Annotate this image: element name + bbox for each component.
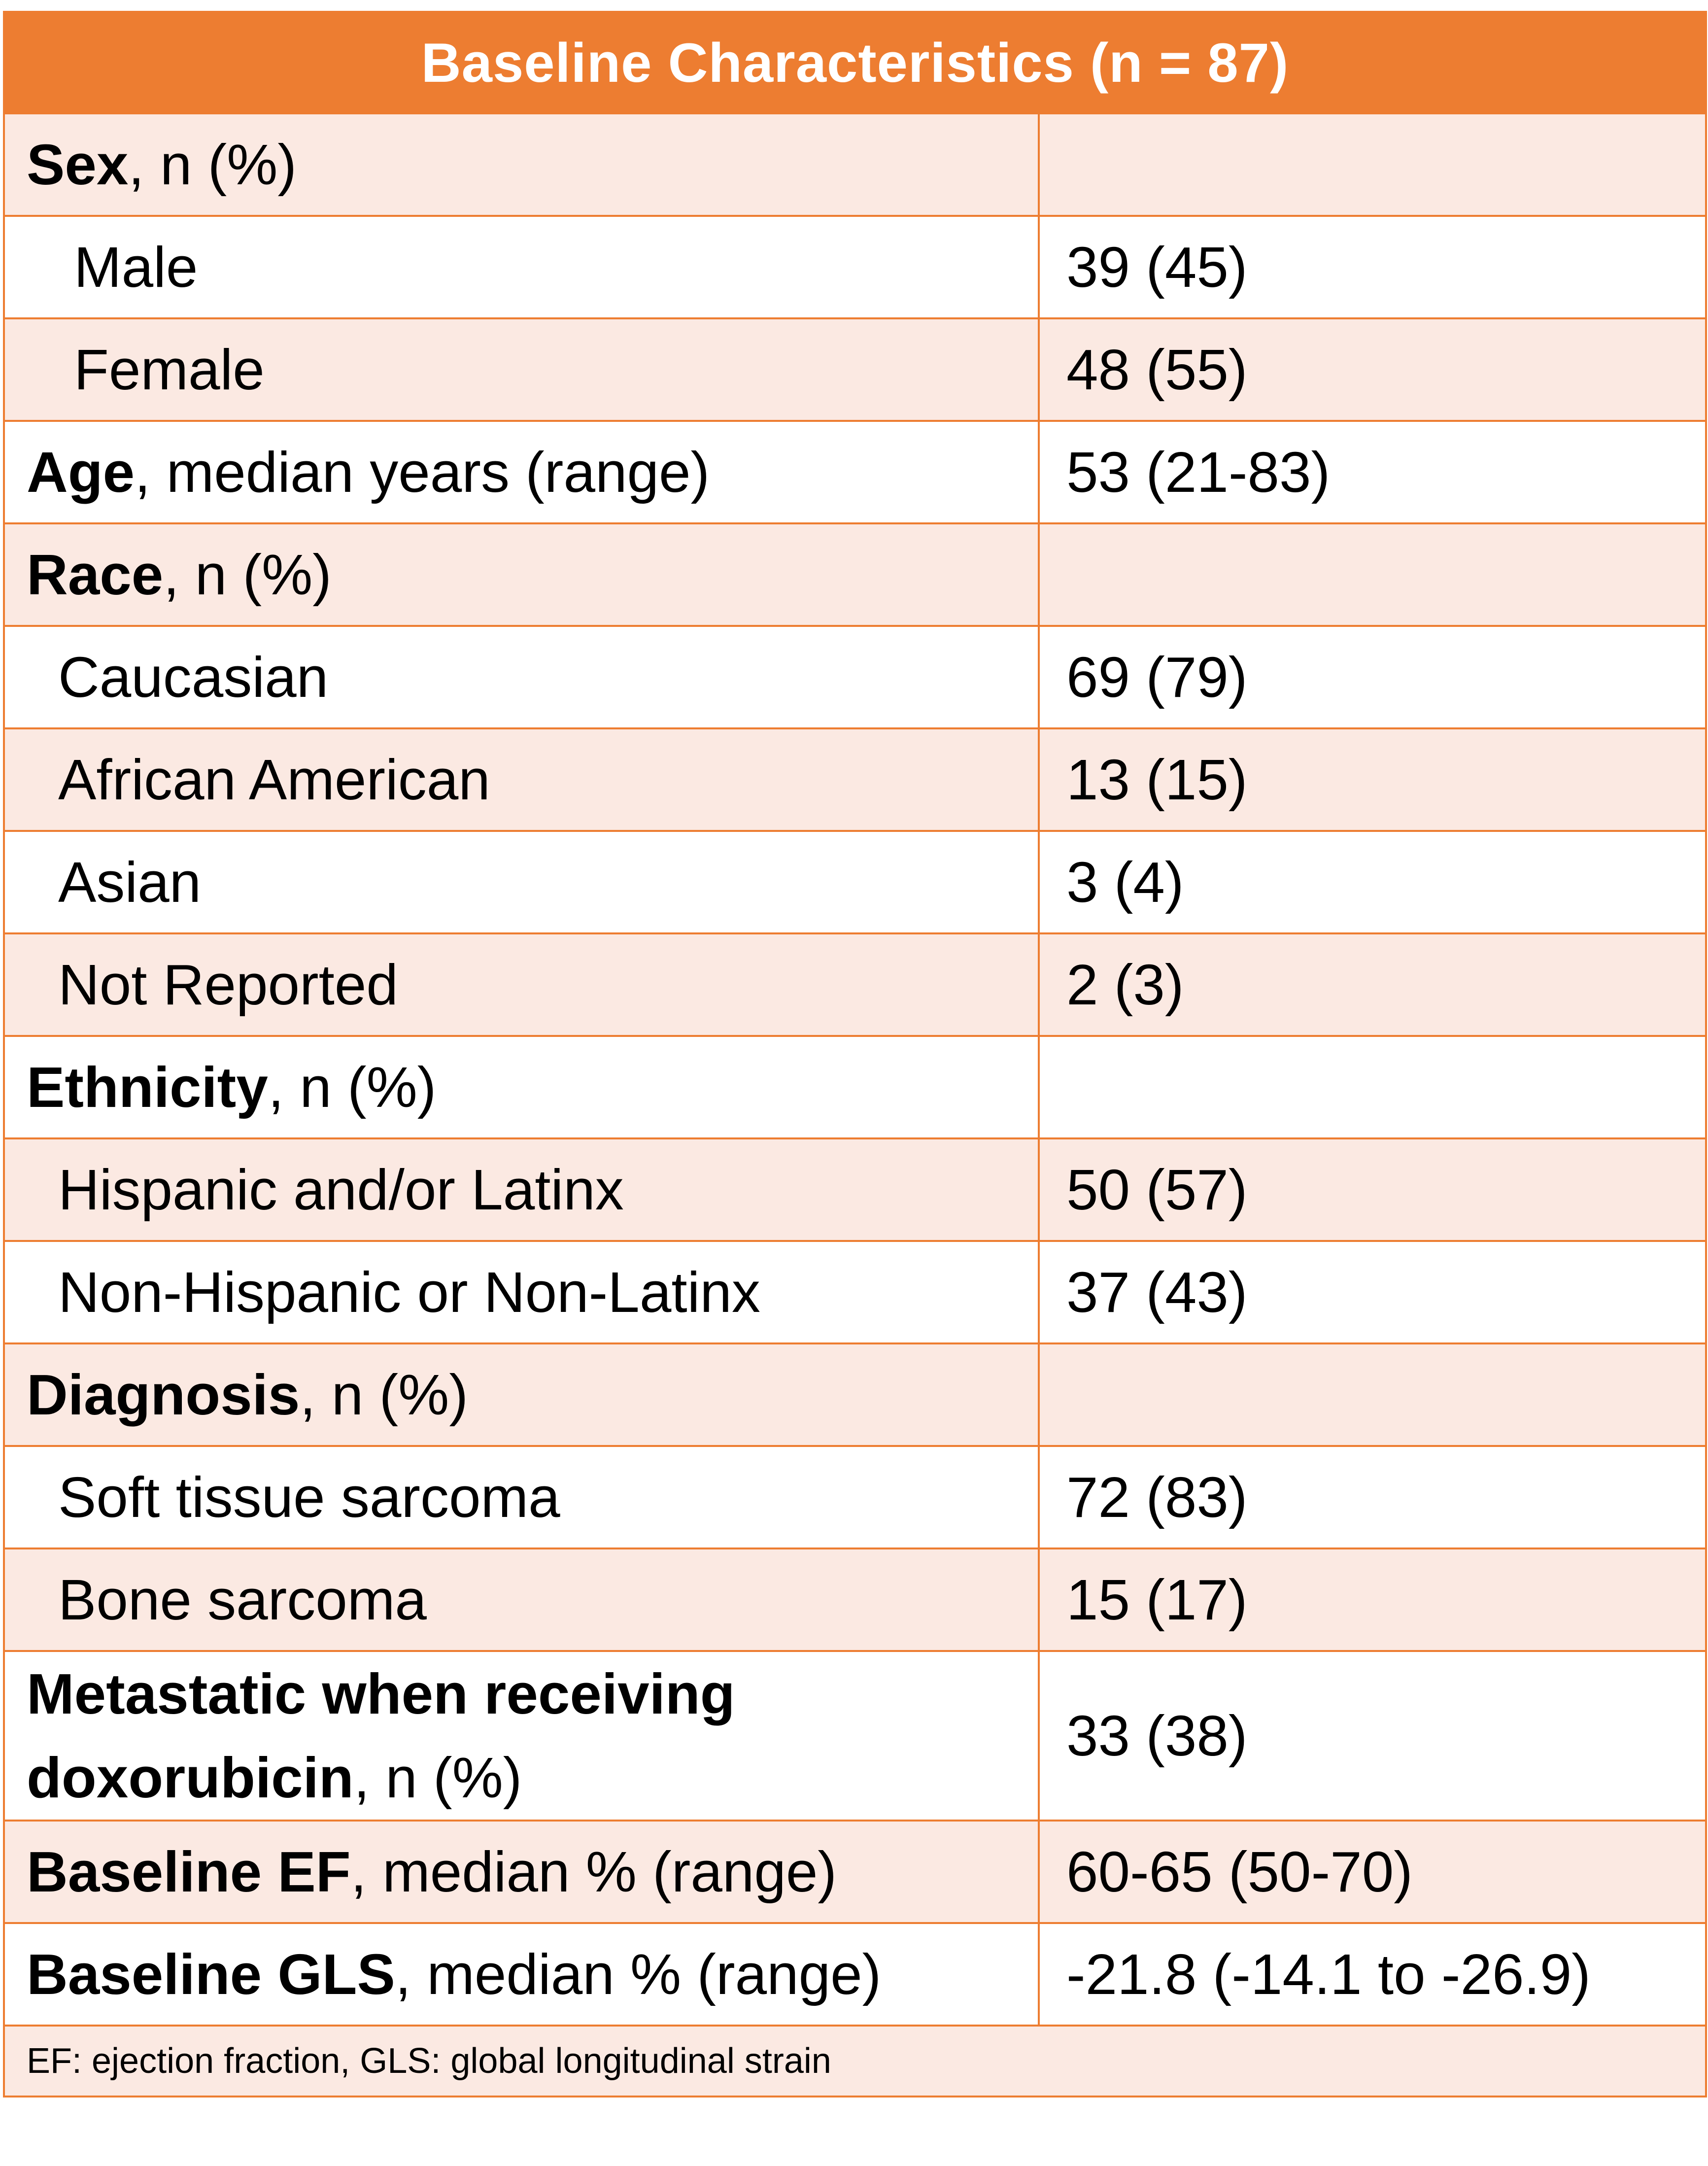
table-row: Male 39 (45) xyxy=(3,215,1707,319)
row-label: Soft tissue sarcoma xyxy=(3,1445,1040,1549)
row-value xyxy=(1038,112,1707,217)
row-value: 39 (45) xyxy=(1038,215,1707,319)
row-label-bold: Metastatic when receiving xyxy=(27,1662,735,1726)
row-label: Ethnicity, n (%) xyxy=(3,1035,1040,1139)
row-label: Male xyxy=(3,215,1040,319)
row-label: Bone sarcoma xyxy=(3,1547,1040,1652)
table-row: Female 48 (55) xyxy=(3,317,1707,422)
row-value: 33 (38) xyxy=(1038,1650,1707,1822)
row-label: Sex, n (%) xyxy=(3,112,1040,217)
row-value: 69 (79) xyxy=(1038,625,1707,729)
table-row: Non-Hispanic or Non-Latinx 37 (43) xyxy=(3,1240,1707,1344)
row-label-bold: Sex xyxy=(27,133,129,197)
row-label: Asian xyxy=(3,830,1040,934)
row-label: Baseline GLS, median % (range) xyxy=(3,1922,1040,2027)
row-label-rest: , n (%) xyxy=(353,1746,522,1810)
row-value: 37 (43) xyxy=(1038,1240,1707,1344)
row-label-rest: , median years (range) xyxy=(135,440,710,504)
row-label-bold: Race xyxy=(27,543,164,607)
row-label: Non-Hispanic or Non-Latinx xyxy=(3,1240,1040,1344)
row-label: Baseline EF, median % (range) xyxy=(3,1820,1040,1924)
table-row: Caucasian 69 (79) xyxy=(3,625,1707,729)
row-value: 72 (83) xyxy=(1038,1445,1707,1549)
row-label-bold: Baseline EF xyxy=(27,1840,351,1904)
row-value: 53 (21-83) xyxy=(1038,420,1707,524)
row-label-rest: , n (%) xyxy=(163,543,332,607)
row-label-bold: Baseline GLS xyxy=(27,1942,395,2006)
table-row: Asian 3 (4) xyxy=(3,830,1707,934)
row-value: -21.8 (-14.1 to -26.9) xyxy=(1038,1922,1707,2027)
row-label: Age, median years (range) xyxy=(3,420,1040,524)
row-label-rest: , median % (range) xyxy=(395,1942,882,2006)
row-label: Not Reported xyxy=(3,932,1040,1037)
table-row: Ethnicity, n (%) xyxy=(3,1035,1707,1139)
table-row: Hispanic and/or Latinx 50 (57) xyxy=(3,1137,1707,1242)
table-header-row: Baseline Characteristics (n = 87) xyxy=(3,11,1707,114)
row-label-bold: doxorubicin xyxy=(27,1746,354,1810)
table-row: Baseline GLS, median % (range) -21.8 (-1… xyxy=(3,1922,1707,2027)
table-row: Not Reported 2 (3) xyxy=(3,932,1707,1037)
table-row: Age, median years (range) 53 (21-83) xyxy=(3,420,1707,524)
table-title: Baseline Characteristics (n = 87) xyxy=(3,11,1707,114)
table-row: Bone sarcoma 15 (17) xyxy=(3,1547,1707,1652)
table-row: Baseline EF, median % (range) 60-65 (50-… xyxy=(3,1820,1707,1924)
row-label: Race, n (%) xyxy=(3,522,1040,627)
row-label: Female xyxy=(3,317,1040,422)
row-label: Metastatic when receiving doxorubicin, n … xyxy=(3,1650,1040,1822)
row-label: Diagnosis, n (%) xyxy=(3,1342,1040,1447)
row-value: 48 (55) xyxy=(1038,317,1707,422)
table-row: Race, n (%) xyxy=(3,522,1707,627)
table-row: African American 13 (15) xyxy=(3,727,1707,832)
row-label-rest: , median % (range) xyxy=(350,1840,837,1904)
table-row: Diagnosis, n (%) xyxy=(3,1342,1707,1447)
row-value: 13 (15) xyxy=(1038,727,1707,832)
row-value: 15 (17) xyxy=(1038,1547,1707,1652)
table-row: Soft tissue sarcoma 72 (83) xyxy=(3,1445,1707,1549)
row-label-bold: Diagnosis xyxy=(27,1363,300,1427)
row-value: 60-65 (50-70) xyxy=(1038,1820,1707,1924)
row-value: 2 (3) xyxy=(1038,932,1707,1037)
row-label-rest: , n (%) xyxy=(268,1055,437,1119)
row-value xyxy=(1038,1035,1707,1139)
footnote-row: EF: ejection fraction, GLS: global longi… xyxy=(3,2025,1707,2097)
baseline-characteristics-table: Baseline Characteristics (n = 87) Sex, n… xyxy=(3,11,1707,2097)
row-label: African American xyxy=(3,727,1040,832)
row-label: Hispanic and/or Latinx xyxy=(3,1137,1040,1242)
row-value xyxy=(1038,1342,1707,1447)
row-label-rest: , n (%) xyxy=(128,133,297,197)
row-label: Caucasian xyxy=(3,625,1040,729)
row-label-bold: Age xyxy=(27,440,135,504)
row-value xyxy=(1038,522,1707,627)
footnote: EF: ejection fraction, GLS: global longi… xyxy=(3,2025,1707,2097)
row-label-bold: Ethnicity xyxy=(27,1055,268,1119)
row-value: 50 (57) xyxy=(1038,1137,1707,1242)
table-row: Sex, n (%) xyxy=(3,112,1707,217)
row-label-rest: , n (%) xyxy=(300,1363,468,1427)
table-row: Metastatic when receiving doxorubicin, n … xyxy=(3,1650,1707,1822)
row-value: 3 (4) xyxy=(1038,830,1707,934)
